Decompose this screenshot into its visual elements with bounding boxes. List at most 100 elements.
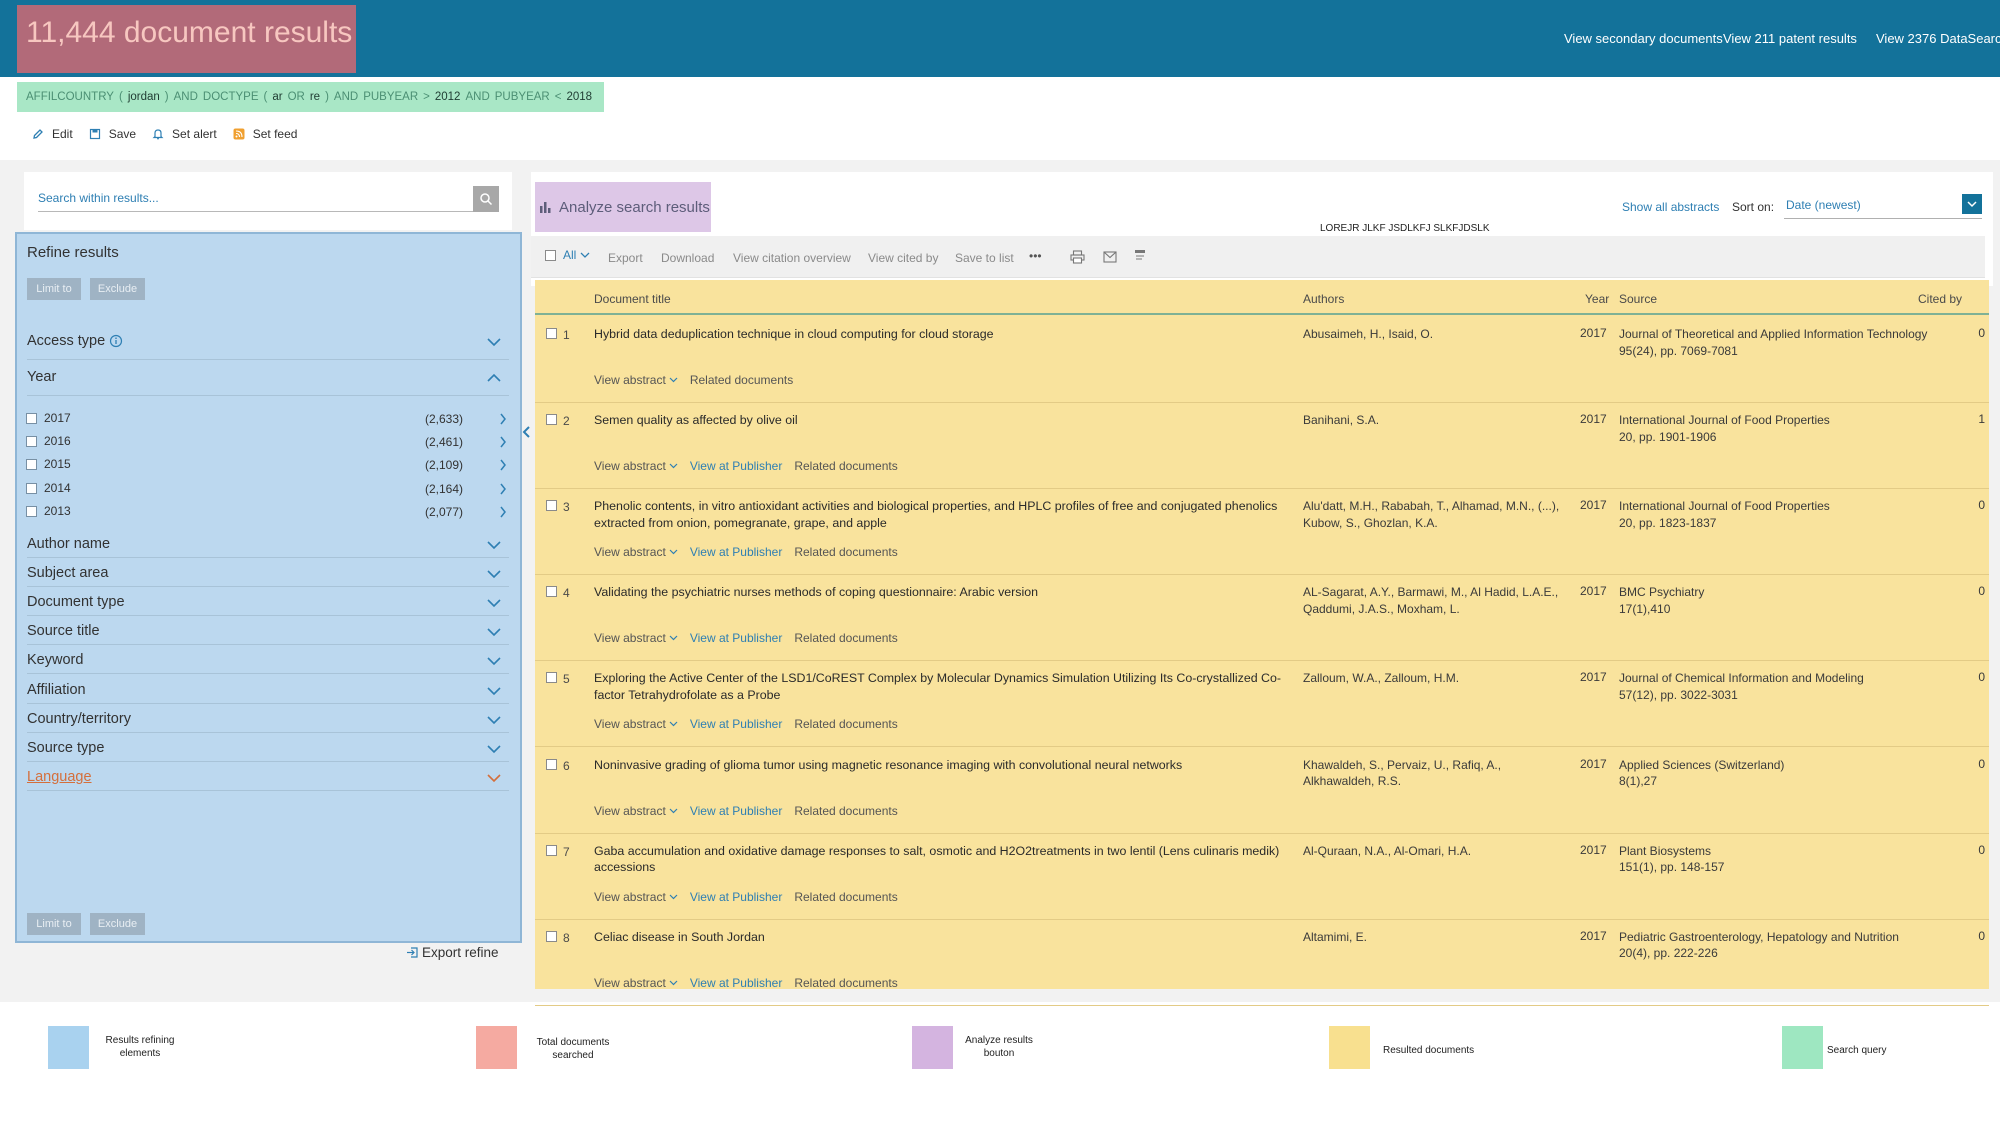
bibliography-icon[interactable] [1134, 249, 1146, 263]
source-text[interactable]: Journal of Chemical Information and Mode… [1619, 670, 1939, 703]
row-checkbox[interactable] [546, 414, 557, 426]
cited-by-count[interactable]: 0 [1978, 928, 1985, 943]
year-checkbox[interactable] [26, 436, 37, 448]
column-document-title[interactable]: Document title [594, 292, 671, 306]
year-option-2013[interactable]: 2013 (2,077) [26, 503, 516, 523]
view-at-publisher-link[interactable]: View at Publisher [689, 459, 783, 474]
document-title-link[interactable]: Phenolic contents, in vitro antioxidant … [594, 499, 1278, 530]
view-at-publisher-link[interactable]: View at Publisher [689, 545, 783, 560]
facet-author-name[interactable]: Author name [27, 528, 509, 558]
exclude-button-bottom[interactable]: Exclude [90, 913, 145, 935]
year-option-2014[interactable]: 2014 (2,164) [26, 480, 516, 500]
print-icon[interactable] [1070, 250, 1085, 264]
source-text[interactable]: Applied Sciences (Switzerland) 8(1),27 [1619, 757, 1939, 790]
year-checkbox[interactable] [26, 482, 37, 494]
authors-text[interactable]: Banihani, S.A. [1303, 413, 1380, 428]
download-button[interactable]: Download [661, 251, 715, 265]
document-title-link[interactable]: Celiac disease in South Jordan [594, 929, 765, 944]
authors-text[interactable]: AL-Sagarat, A.Y., Barmawi, M., Al Hadid,… [1303, 585, 1559, 616]
facet-language[interactable]: Language [27, 761, 509, 791]
source-title[interactable]: Plant Biosystems [1619, 843, 1712, 858]
source-text[interactable]: International Journal of Food Properties… [1619, 498, 1939, 531]
search-within-button[interactable] [473, 186, 499, 212]
chevron-right-icon[interactable] [499, 459, 507, 471]
view-secondary-documents-link[interactable]: View secondary documents [1564, 31, 1723, 46]
year-checkbox[interactable] [26, 459, 37, 471]
view-at-publisher-link[interactable]: View at Publisher [689, 717, 783, 732]
related-documents-link[interactable]: Related documents [794, 459, 898, 474]
source-title[interactable]: Applied Sciences (Switzerland) [1619, 757, 1785, 772]
view-at-publisher-link[interactable]: View at Publisher [689, 975, 783, 990]
related-documents-link[interactable]: Related documents [689, 373, 794, 387]
cited-by-count[interactable]: 0 [1978, 756, 1985, 771]
year-option-2016[interactable]: 2016 (2,461) [26, 433, 516, 453]
related-documents-link[interactable]: Related documents [794, 717, 898, 732]
facet-subject-area[interactable]: Subject area [27, 557, 509, 588]
save-button[interactable]: Save [89, 127, 136, 141]
view-abstract-link[interactable]: View abstract [594, 717, 678, 731]
row-checkbox[interactable] [546, 930, 557, 942]
facet-access-type[interactable]: Access type [27, 324, 509, 360]
view-abstract-link[interactable]: View abstract [594, 631, 678, 645]
document-title-link[interactable]: Gaba accumulation and oxidative damage r… [594, 843, 1280, 875]
source-text[interactable]: Pediatric Gastroenterology, Hepatology a… [1619, 929, 1939, 962]
view-citation-overview-button[interactable]: View citation overview [733, 251, 851, 265]
save-to-list-button[interactable]: Save to list [955, 251, 1014, 265]
more-options-button[interactable]: ••• [1029, 249, 1042, 263]
view-at-publisher-link[interactable]: View at Publisher [689, 803, 783, 818]
exclude-button-top[interactable]: Exclude [90, 278, 145, 300]
facet-document-type[interactable]: Document type [27, 586, 509, 617]
view-cited-by-button[interactable]: View cited by [868, 251, 939, 265]
cited-by-count[interactable]: 0 [1978, 584, 1985, 599]
column-authors[interactable]: Authors [1303, 292, 1345, 306]
view-abstract-link[interactable]: View abstract [594, 976, 678, 990]
view-abstract-link[interactable]: View abstract [594, 373, 678, 387]
row-checkbox[interactable] [546, 328, 557, 339]
related-documents-link[interactable]: Related documents [794, 889, 898, 904]
related-documents-link[interactable]: Related documents [794, 631, 898, 646]
cited-by-count[interactable]: 0 [1978, 326, 1985, 340]
source-title[interactable]: International Journal of Food Properties [1619, 499, 1830, 514]
row-checkbox[interactable] [546, 586, 557, 598]
select-all-checkbox[interactable] [545, 249, 556, 261]
document-title-link[interactable]: Exploring the Active Center of the LSD1/… [594, 671, 1282, 702]
year-option-2015[interactable]: 2015 (2,109) [26, 456, 516, 476]
facet-year[interactable]: Year [27, 360, 509, 396]
row-checkbox[interactable] [546, 672, 557, 684]
view-at-publisher-link[interactable]: View at Publisher [689, 631, 783, 646]
view-patent-results-link[interactable]: View 211 patent results [1723, 31, 1857, 46]
year-checkbox[interactable] [26, 505, 37, 517]
analyze-search-results-button[interactable]: Analyze search results [535, 182, 711, 232]
collapse-panel-icon[interactable] [521, 425, 531, 439]
column-cited-by[interactable]: Cited by [1918, 292, 1963, 306]
search-within-input[interactable] [38, 184, 475, 212]
related-documents-link[interactable]: Related documents [794, 545, 898, 560]
facet-source-type[interactable]: Source type [27, 732, 509, 762]
facet-keyword[interactable]: Keyword [27, 644, 509, 675]
column-year[interactable]: Year [1585, 292, 1610, 306]
year-checkbox[interactable] [26, 413, 37, 424]
document-title-link[interactable]: Hybrid data deduplication technique in c… [594, 327, 994, 341]
authors-text[interactable]: Abusaimeh, H., Isaid, O. [1303, 327, 1434, 341]
document-title-link[interactable]: Semen quality as affected by olive oil [594, 413, 798, 428]
facet-source-title[interactable]: Source title [27, 615, 509, 646]
view-abstract-link[interactable]: View abstract [594, 890, 678, 904]
cited-by-count[interactable]: 0 [1978, 498, 1985, 513]
info-icon[interactable] [109, 334, 123, 348]
source-title[interactable]: Pediatric Gastroenterology, Hepatology a… [1619, 929, 1899, 944]
source-title[interactable]: BMC Psychiatry [1619, 585, 1705, 600]
facet-country-territory[interactable]: Country/territory [27, 703, 509, 733]
sort-select[interactable]: Date (newest) [1784, 193, 1982, 219]
view-abstract-link[interactable]: View abstract [594, 459, 678, 473]
document-title-link[interactable]: Noninvasive grading of glioma tumor usin… [594, 757, 1183, 772]
set-alert-button[interactable]: Set alert [152, 127, 217, 141]
sort-dropdown-button[interactable] [1962, 194, 1982, 214]
source-title[interactable]: International Journal of Food Properties [1619, 413, 1830, 428]
related-documents-link[interactable]: Related documents [794, 803, 898, 818]
source-title[interactable]: Journal of Chemical Information and Mode… [1619, 671, 1864, 686]
authors-text[interactable]: Alu'datt, M.H., Rababah, T., Alhamad, M.… [1303, 499, 1560, 530]
chevron-right-icon[interactable] [499, 483, 507, 495]
chevron-right-icon[interactable] [499, 436, 507, 448]
cited-by-count[interactable]: 1 [1978, 412, 1985, 427]
view-abstract-link[interactable]: View abstract [594, 804, 678, 818]
